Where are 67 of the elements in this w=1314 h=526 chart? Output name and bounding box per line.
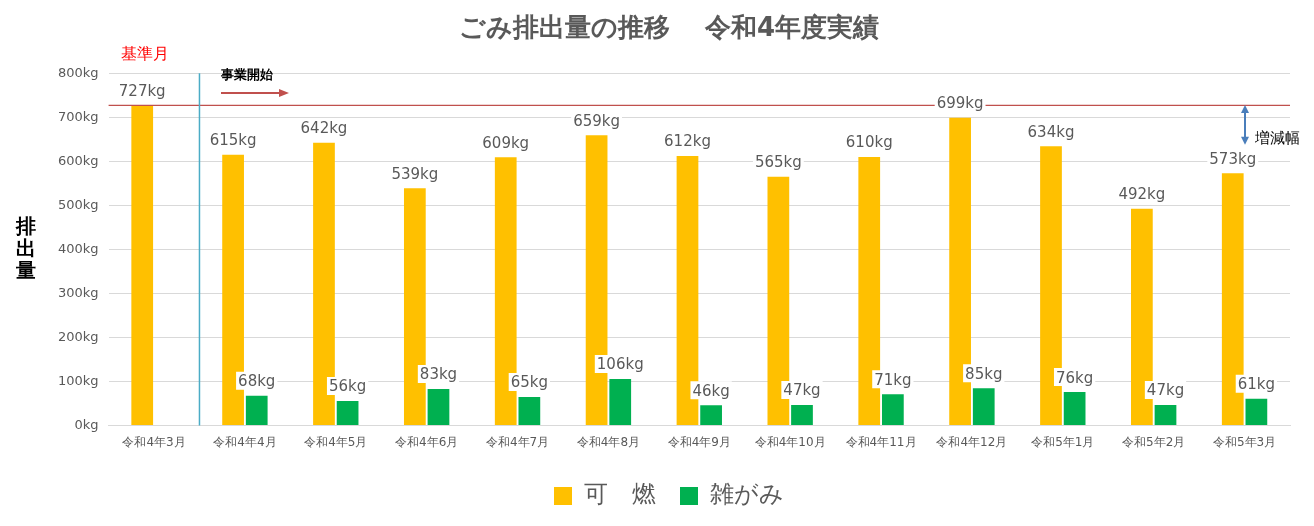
data-label: 492kg bbox=[1118, 185, 1166, 204]
x-tick-label: 令和4年12月 bbox=[936, 434, 1008, 449]
data-label: 610kg bbox=[845, 133, 893, 152]
x-tick-label: 令和5年1月 bbox=[1031, 434, 1095, 449]
x-tick-label: 令和4年4月 bbox=[213, 434, 277, 449]
bar bbox=[972, 388, 995, 426]
data-label: 642kg bbox=[300, 119, 348, 138]
bar bbox=[882, 394, 904, 426]
text: 基準月 bbox=[120, 44, 169, 64]
bar bbox=[336, 400, 359, 426]
annotation: 増減幅 bbox=[1253, 129, 1300, 148]
x-tick-label: 令和4年10月 bbox=[754, 434, 826, 449]
data-label: 565kg bbox=[754, 153, 802, 172]
y-tick-label: 200kg bbox=[58, 328, 99, 344]
x-tick-label: 令和4年3月 bbox=[122, 434, 186, 449]
data-label: 47kg bbox=[1146, 381, 1185, 400]
data-label: 699kg bbox=[936, 94, 984, 113]
x-tick-label: 令和4年5月 bbox=[304, 434, 368, 449]
data-label: 106kg bbox=[596, 355, 644, 374]
y-axis-title: 排出量 bbox=[15, 213, 36, 282]
bar bbox=[1245, 398, 1268, 426]
data-label: 609kg bbox=[482, 133, 530, 152]
bar bbox=[427, 389, 450, 426]
y-tick-label: 600kg bbox=[58, 152, 99, 168]
legend-label: 可 燃 bbox=[584, 480, 656, 509]
y-tick-label: 100kg bbox=[58, 372, 99, 388]
bar bbox=[1063, 392, 1086, 426]
bar bbox=[1154, 404, 1177, 426]
x-tick-label: 令和4年7月 bbox=[485, 434, 550, 449]
y-tick-label: 500kg bbox=[58, 196, 99, 212]
x-tick-label: 令和5年2月 bbox=[1122, 434, 1186, 449]
data-label: 85kg bbox=[965, 364, 1003, 383]
bar bbox=[245, 395, 268, 426]
y-tick-label: 0kg bbox=[74, 416, 99, 432]
x-tick-label: 令和4年11月 bbox=[845, 434, 917, 449]
bar bbox=[791, 404, 813, 426]
data-label: 61kg bbox=[1237, 375, 1276, 394]
data-label: 634kg bbox=[1027, 122, 1075, 141]
legend-label: 雑がみ bbox=[710, 480, 784, 509]
y-tick-label: 300kg bbox=[58, 284, 99, 300]
x-tick-label: 令和4年6月 bbox=[395, 434, 459, 449]
y-tick-label: 400kg bbox=[58, 240, 99, 256]
data-label: 76kg bbox=[1055, 368, 1094, 387]
x-tick-label: 令和4年8月 bbox=[576, 434, 641, 449]
data-label: 56kg bbox=[328, 377, 367, 396]
data-label: 573kg bbox=[1209, 149, 1257, 168]
data-label: 83kg bbox=[419, 365, 458, 384]
data-label: 65kg bbox=[510, 373, 548, 392]
data-label: 659kg bbox=[573, 111, 621, 130]
data-label: 68kg bbox=[238, 372, 276, 391]
data-label: 615kg bbox=[209, 131, 257, 150]
data-label: 727kg bbox=[118, 81, 166, 100]
bar bbox=[131, 105, 154, 426]
data-label: 47kg bbox=[783, 381, 821, 400]
x-tick-label: 令和4年9月 bbox=[667, 434, 731, 449]
bar bbox=[609, 378, 632, 426]
annotation: 事業開始 bbox=[220, 66, 275, 82]
data-label: 539kg bbox=[391, 164, 439, 183]
data-label: 71kg bbox=[874, 370, 912, 389]
bar bbox=[700, 405, 722, 426]
data-label: 46kg bbox=[692, 381, 730, 400]
y-tick-label: 800kg bbox=[58, 64, 99, 80]
bar bbox=[518, 396, 541, 426]
chart-title: ごみ排出量の推移 令和4年度実績 bbox=[458, 12, 880, 43]
data-label: 612kg bbox=[664, 132, 711, 151]
x-tick-label: 令和5年3月 bbox=[1212, 434, 1277, 449]
y-tick-label: 700kg bbox=[58, 108, 99, 124]
